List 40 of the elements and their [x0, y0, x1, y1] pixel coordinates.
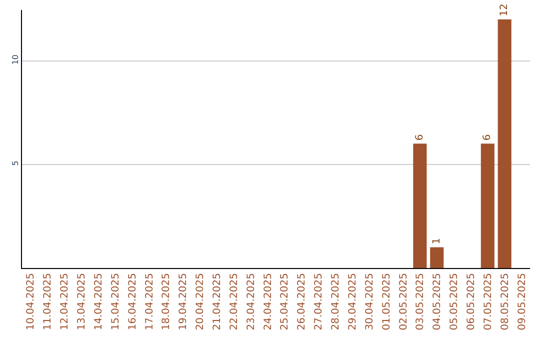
x-tick-label: 25.04.2025 [280, 273, 291, 330]
x-tick-label: 26.04.2025 [296, 273, 308, 330]
x-tick-label: 29.04.2025 [347, 273, 358, 330]
x-tick-label: 22.04.2025 [228, 273, 240, 330]
x-tick-label: 11.04.2025 [42, 273, 54, 330]
bar [430, 247, 444, 268]
y-tick-label: 10 [10, 54, 20, 65]
x-tick-label: 14.04.2025 [93, 273, 104, 330]
x-tick-label: 30.04.2025 [364, 273, 376, 330]
x-tick-label: 07.05.2025 [482, 273, 494, 330]
x-tick-label: 19.04.2025 [178, 273, 190, 330]
x-tick-label: 09.05.2025 [516, 273, 528, 330]
bar [480, 144, 494, 268]
x-tick-label: 05.05.2025 [449, 273, 460, 330]
y-tick-label: 5 [10, 160, 20, 166]
x-tick-label: 04.05.2025 [432, 273, 444, 330]
data-label: 6 [414, 134, 426, 141]
x-tick-label: 17.04.2025 [144, 273, 156, 330]
x-tick-label: 10.04.2025 [26, 273, 37, 330]
x-tick-label: 12.04.2025 [60, 273, 71, 330]
x-tick-label: 20.04.2025 [195, 273, 206, 330]
data-label: 1 [431, 238, 442, 244]
x-tick-label: 08.05.2025 [500, 273, 511, 330]
x-tick-label: 02.05.2025 [398, 273, 410, 330]
x-tick-label: 13.04.2025 [76, 273, 88, 330]
bar [413, 144, 427, 268]
x-tick-label: 24.04.2025 [262, 273, 274, 330]
x-tick-label: 15.04.2025 [110, 273, 122, 330]
x-tick-label: 28.04.2025 [330, 273, 342, 330]
x-tick-label: 06.05.2025 [466, 273, 477, 330]
x-tick-label: 01.05.2025 [381, 273, 392, 330]
x-tick-label: 23.04.2025 [246, 273, 257, 330]
data-label: 12 [499, 4, 510, 16]
x-tick-label: 18.04.2025 [161, 273, 172, 330]
data-label: 6 [482, 134, 494, 141]
bar [498, 19, 512, 268]
x-tick-label: 03.05.2025 [415, 273, 426, 330]
x-tick-label: 27.04.2025 [314, 273, 325, 330]
x-tick-label: 16.04.2025 [127, 273, 138, 330]
x-tick-label: 21.04.2025 [212, 273, 223, 330]
